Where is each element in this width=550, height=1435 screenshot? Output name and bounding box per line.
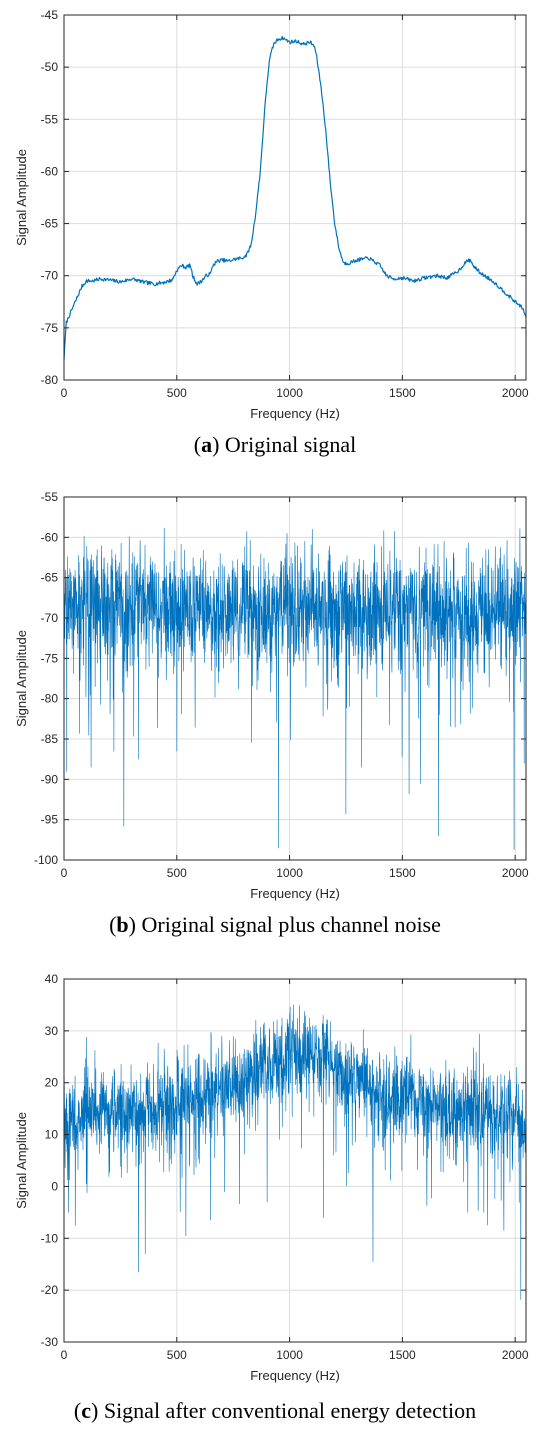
caption-c-text: Signal after conventional energy detecti…	[103, 1398, 477, 1423]
chart-b-svg: 0 500 1000 1500 2000 -100 -95 -90 -85 -80 -75 -70 -6…	[14, 490, 529, 901]
plot-area	[64, 15, 526, 380]
y-tick-label: -95	[41, 813, 59, 827]
caption-b: (b) Original signal plus channel noise	[109, 912, 441, 937]
y-tick-label: -45	[41, 8, 59, 22]
x-tick-label: 1000	[276, 866, 303, 880]
x-tick-label: 1500	[389, 1348, 416, 1362]
y-tick-label: -10	[41, 1231, 59, 1245]
axes-box	[63, 496, 527, 861]
caption-c-letter: c	[81, 1398, 91, 1423]
y-tick-label: -50	[41, 60, 59, 74]
x-tick-label: 2000	[502, 1348, 529, 1362]
chart-panel-b: 0 500 1000 1500 2000 -100 -95 -90 -85 -80 -75 -70 -6…	[0, 480, 550, 955]
chart-panel-a: 0 500 1000 1500 2000 -80 -75 -70 -65 -60 -55 -50 -45…	[0, 0, 550, 480]
x-tick-label: 500	[167, 386, 187, 400]
y-tick-label: -55	[41, 112, 59, 126]
x-tick-label: 0	[61, 1348, 68, 1362]
y-axis-label: Signal Amplitude	[14, 149, 29, 246]
y-tick-label: -75	[41, 321, 59, 335]
caption-b-text: Original signal plus channel noise	[141, 912, 441, 937]
chart-a-svg: 0 500 1000 1500 2000 -80 -75 -70 -65 -60 -55 -50 -45…	[14, 8, 529, 421]
y-tick-label: -75	[41, 651, 59, 665]
y-tick-label: -60	[41, 530, 59, 544]
y-tick-label: -100	[34, 853, 58, 867]
caption-a-text: Original signal	[224, 432, 357, 457]
y-tick-label: -70	[41, 269, 59, 283]
y-tick-label: -65	[41, 571, 59, 585]
x-tick-label: 0	[61, 866, 68, 880]
y-tick-label: -20	[41, 1283, 59, 1297]
x-tick-label: 500	[167, 866, 187, 880]
y-tick-label: -55	[41, 490, 59, 504]
axes-box	[63, 978, 527, 1343]
caption-a-letter: a	[201, 432, 213, 457]
y-tick-label: 40	[45, 972, 59, 986]
y-tick-label: 20	[45, 1076, 59, 1090]
y-tick-label: -30	[41, 1335, 59, 1349]
series-line	[63, 35, 527, 361]
caption-a: (a) Original signal	[193, 432, 357, 457]
y-axis-label: Signal Amplitude	[14, 1112, 29, 1209]
y-tick-label: 30	[45, 1024, 59, 1038]
x-tick-label: 1000	[276, 386, 303, 400]
x-tick-label: 1500	[389, 386, 416, 400]
y-tick-label: 0	[51, 1179, 58, 1193]
chart-c-svg: 0 500 1000 1500 2000 -30 -20 -10 0 10 20 30 40 Freque…	[14, 972, 529, 1383]
chart-panel-c: 0 500 1000 1500 2000 -30 -20 -10 0 10 20 30 40 Freque…	[0, 955, 550, 1435]
series-line	[63, 527, 527, 850]
x-tick-label: 1000	[276, 1348, 303, 1362]
y-tick-label: -80	[41, 692, 59, 706]
y-tick-label: -90	[41, 772, 59, 786]
x-tick-label: 500	[167, 1348, 187, 1362]
x-axis-label: Frequency (Hz)	[250, 1368, 340, 1383]
axes-box	[63, 14, 527, 381]
x-axis-label: Frequency (Hz)	[250, 886, 340, 901]
y-tick-label: 10	[45, 1128, 59, 1142]
caption-c: (c) Signal after conventional energy det…	[73, 1398, 477, 1423]
y-tick-label: -60	[41, 164, 59, 178]
x-tick-label: 0	[61, 386, 68, 400]
x-tick-label: 2000	[502, 866, 529, 880]
x-tick-label: 2000	[502, 386, 529, 400]
y-axis-label: Signal Amplitude	[14, 630, 29, 727]
x-axis-label: Frequency (Hz)	[250, 406, 340, 421]
y-tick-label: -65	[41, 217, 59, 231]
y-tick-label: -85	[41, 732, 59, 746]
series-line	[63, 1004, 527, 1300]
x-tick-label: 1500	[389, 866, 416, 880]
y-tick-label: -80	[41, 373, 59, 387]
caption-b-letter: b	[116, 912, 129, 937]
y-tick-label: -70	[41, 611, 59, 625]
